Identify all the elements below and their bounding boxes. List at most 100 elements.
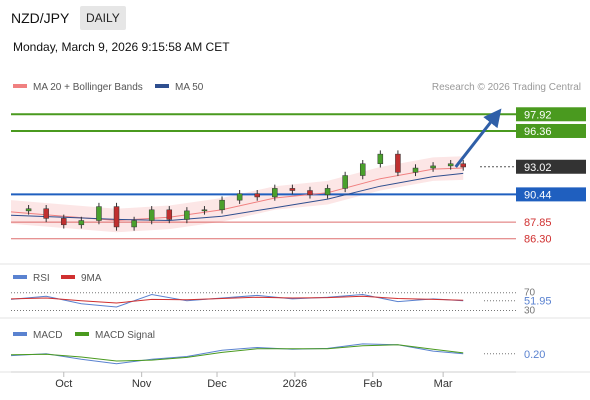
pivot-tag — [516, 187, 586, 202]
candle-body — [25, 208, 32, 212]
legend-swatch — [13, 84, 27, 88]
rsi-line — [10, 293, 464, 308]
candle-body — [324, 188, 331, 196]
candle — [25, 204, 32, 215]
x-tick-label: Dec — [207, 378, 227, 390]
x-tick-label: 2026 — [283, 378, 307, 390]
candle — [254, 189, 260, 201]
candle — [131, 216, 137, 231]
candle-body — [201, 209, 208, 212]
legend-swatch — [13, 332, 27, 336]
macd-panel: MACD MACD Signal 0.20 — [10, 330, 545, 365]
price-legend: MA 20 + Bollinger Bands MA 50 — [13, 82, 204, 93]
legend-swatch — [61, 275, 75, 279]
candle — [236, 189, 243, 204]
candle — [307, 186, 313, 199]
legend-label: MACD Signal — [95, 330, 155, 341]
time-axis: Oct Nov Dec 2026 Feb Mar — [55, 372, 453, 390]
candle — [447, 160, 454, 170]
x-tick-label: Feb — [363, 378, 382, 390]
legend-swatch — [13, 275, 27, 279]
candle — [113, 202, 120, 231]
candle — [359, 160, 366, 180]
macd-line — [10, 343, 464, 365]
last-price-tag — [516, 159, 586, 174]
legend-label: 9MA — [81, 273, 102, 284]
bollinger-band — [11, 156, 464, 233]
macd-last-label: 0.20 — [524, 349, 545, 361]
x-tick-label: Mar — [434, 378, 453, 390]
candle-body — [166, 209, 173, 220]
candle — [324, 184, 331, 199]
candle — [148, 206, 155, 225]
legend-label: MA 50 — [175, 82, 204, 93]
rsi-level-label: 30 — [524, 306, 536, 317]
candle-body — [395, 153, 401, 173]
last-price-label: 93.02 — [524, 162, 552, 174]
support-label: 86.30 — [524, 234, 552, 246]
candle — [43, 204, 49, 223]
macd-signal-line — [10, 344, 464, 362]
candle-body — [131, 220, 137, 228]
candle-body — [307, 190, 313, 196]
candle — [78, 216, 85, 229]
candle — [184, 207, 190, 224]
candle-body — [342, 175, 348, 189]
candle-body — [447, 163, 454, 167]
candle — [219, 196, 225, 214]
panel-frames — [0, 263, 590, 373]
candle-body — [148, 209, 155, 221]
candle-body — [219, 199, 225, 211]
candle — [430, 162, 436, 172]
candle — [272, 184, 278, 201]
candle — [377, 150, 384, 168]
forecast-arrow — [454, 108, 502, 168]
candle-body — [78, 220, 85, 226]
candle-body — [96, 206, 102, 221]
candle-body — [412, 167, 419, 173]
x-tick-label: Oct — [55, 378, 72, 390]
candle-body — [359, 163, 366, 176]
pair-title: NZD/JPY — [11, 10, 70, 26]
x-tick-label: Nov — [132, 378, 152, 390]
rsi-ma-line — [10, 295, 464, 304]
candle-body — [184, 210, 190, 220]
legend-swatch — [75, 332, 89, 336]
pivot-label: 90.44 — [524, 189, 552, 201]
candle-body — [43, 208, 49, 219]
candle-body — [272, 188, 278, 198]
candle — [460, 160, 466, 171]
candle-body — [113, 206, 120, 228]
period-button[interactable]: DAILY — [80, 6, 126, 30]
candle — [61, 214, 67, 229]
rsi-last-label: 51.95 — [524, 296, 552, 308]
chart-header: NZD/JPY DAILY — [0, 0, 590, 36]
candle — [342, 171, 348, 193]
resistance-label: 96.36 — [524, 126, 552, 138]
legend-label: RSI — [33, 273, 50, 284]
rsi-level-label: 70 — [524, 288, 536, 299]
candle-body — [430, 165, 436, 169]
candle-body — [377, 153, 384, 165]
timestamp: Monday, March 9, 2026 9:15:58 AM CET — [13, 40, 230, 54]
candle-body — [61, 218, 67, 226]
ma50-line — [10, 172, 464, 222]
candle-body — [236, 193, 243, 201]
candle — [96, 202, 102, 225]
candle — [395, 150, 401, 177]
candle-body — [289, 188, 296, 191]
candle-body — [460, 163, 466, 168]
resistance-label: 97.92 — [524, 109, 552, 121]
resistance-tag — [516, 107, 586, 122]
legend-label: MA 20 + Bollinger Bands — [33, 82, 143, 93]
candle — [289, 184, 296, 195]
candle — [412, 164, 419, 177]
price-panel: MA 20 + Bollinger Bands MA 50 Research © 2… — [10, 82, 586, 246]
legend-label: MACD — [33, 330, 62, 341]
candle — [201, 206, 208, 215]
resistance-tag — [516, 123, 586, 138]
candle — [166, 206, 173, 224]
legend-swatch — [155, 84, 169, 88]
